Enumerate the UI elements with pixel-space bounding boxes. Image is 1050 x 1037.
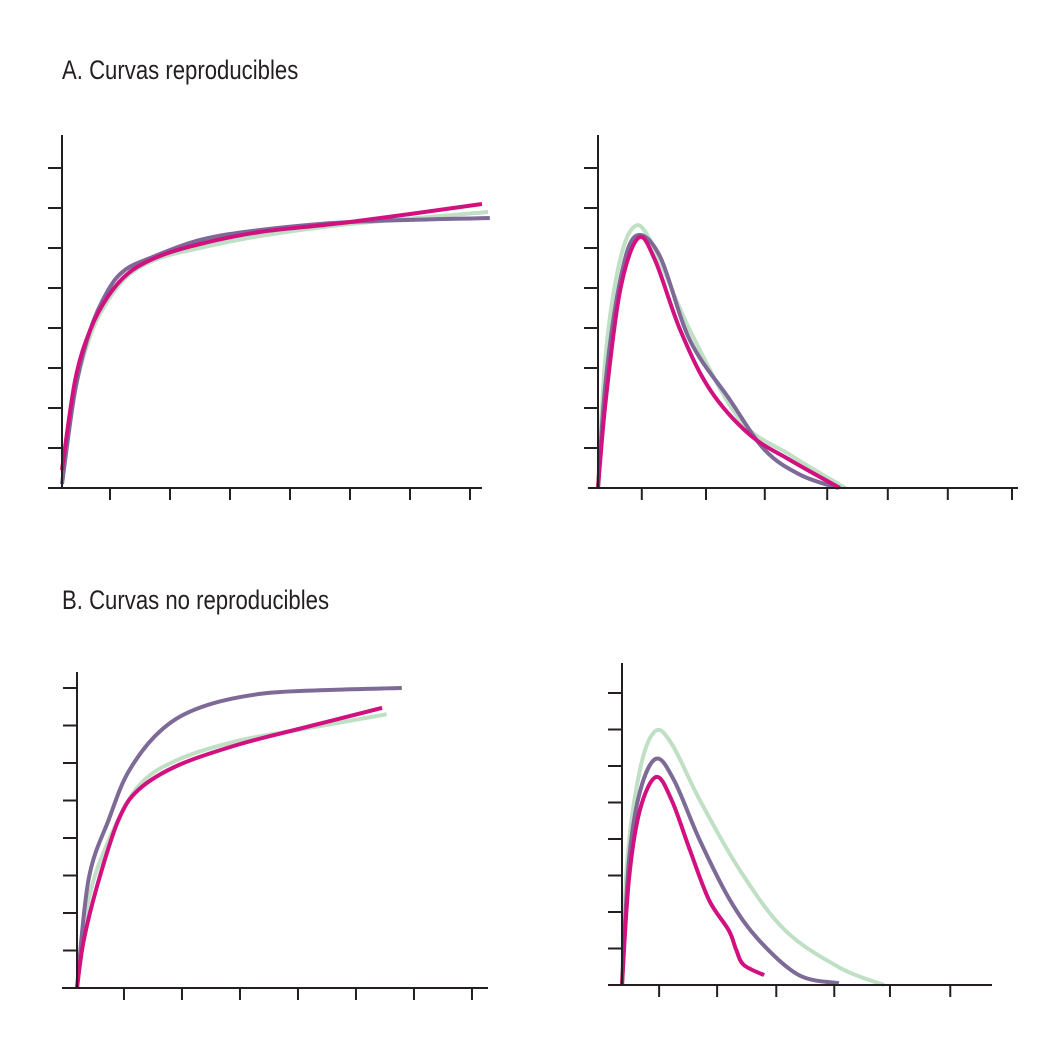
series-line-3-3 (75, 705, 383, 989)
series-line-1-2 (60, 216, 490, 485)
series-line-4-2 (620, 756, 840, 986)
series-line-2-1 (596, 223, 847, 490)
series-line-3-1 (75, 712, 388, 989)
series-line-4-1 (620, 727, 885, 987)
series-line-3-2 (75, 686, 402, 989)
series-line-4-3 (620, 774, 765, 986)
series-line-2-3 (596, 234, 841, 490)
series-line-1-3 (60, 202, 483, 471)
section-title-a: A. Curvas reproducibles (62, 55, 299, 85)
series-line-2-2 (596, 233, 839, 490)
series-line-1-1 (60, 210, 489, 485)
section-title-b: B. Curvas no reproducibles (62, 585, 330, 615)
